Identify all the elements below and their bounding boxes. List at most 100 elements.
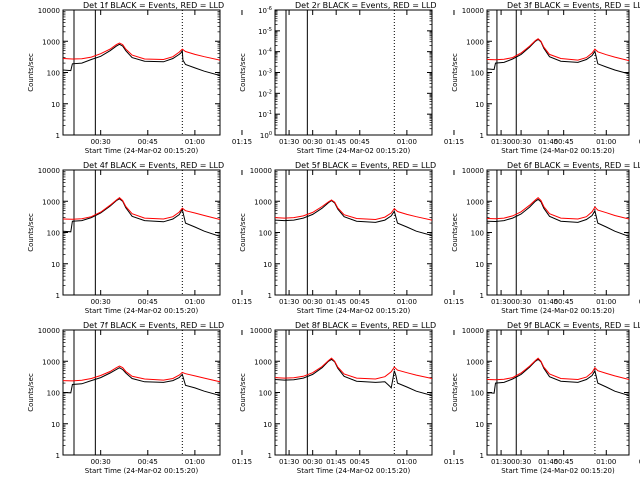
plot-frame — [486, 329, 630, 456]
panel-title: Det 8f BLACK = Events, RED = LLD — [295, 321, 436, 330]
x-tick-label: 00:45 — [138, 458, 158, 466]
x-tick-label: 00:30 — [511, 458, 531, 466]
y-tick-label: 10 — [51, 261, 60, 269]
y-tick-label: 10-2 — [258, 89, 272, 98]
series-line-events — [63, 43, 220, 76]
y-tick-label: 1 — [56, 132, 60, 140]
y-tick-label: 10-5 — [258, 27, 272, 36]
plot-frame — [62, 169, 221, 296]
series-line-events — [275, 199, 432, 236]
y-tick-label: 100 — [471, 230, 484, 238]
y-tick-label: 10 — [475, 101, 484, 109]
x-tick-label: 01:30 — [279, 298, 299, 306]
x-axis-label: Start Time (24-Mar-02 00:15:20) — [85, 467, 199, 475]
y-tick-label: 10-6 — [258, 6, 272, 15]
y-axis-label: Counts/sec — [239, 373, 247, 412]
x-tick-label: 01:00 — [596, 298, 616, 306]
panel-title: Det 3f BLACK = Events, RED = LLD — [507, 1, 640, 10]
y-tick-label: 1000 — [42, 38, 60, 46]
y-tick-label: 10000 — [250, 327, 272, 335]
y-tick-label: 10 — [475, 421, 484, 429]
series-line-lld — [275, 199, 432, 221]
x-tick-label: 01:45 — [326, 138, 346, 146]
panel-det-5: Det 5f BLACK = Events, RED = LLD11010010… — [239, 161, 558, 315]
y-tick-label: 10-4 — [258, 48, 272, 57]
x-tick-label: 01:45 — [326, 298, 346, 306]
y-tick-label: 1000 — [466, 38, 484, 46]
plot-frame — [486, 9, 630, 136]
x-axis-label: Start Time (24-Mar-02 00:15:20) — [501, 307, 615, 315]
x-tick-label: 01:15 — [232, 138, 252, 146]
x-tick-label: 00:30 — [303, 458, 323, 466]
panel-det-4: Det 4f BLACK = Events, RED = LLD11010010… — [27, 161, 346, 315]
y-axis-label: Counts/sec — [27, 213, 35, 252]
y-tick-label: 10000 — [38, 327, 60, 335]
y-tick-label: 10 — [51, 101, 60, 109]
x-tick-label: 01:45 — [538, 458, 558, 466]
x-tick-label: 01:45 — [538, 138, 558, 146]
x-tick-label: 01:15 — [232, 298, 252, 306]
x-tick-label: 01:15 — [639, 458, 640, 466]
y-tick-label: 1000 — [254, 358, 272, 366]
x-tick-label: 00:45 — [350, 138, 370, 146]
y-tick-label: 100 — [471, 70, 484, 78]
x-axis-label: Start Time (24-Mar-02 00:15:20) — [297, 467, 411, 475]
x-axis-label: Start Time (24-Mar-02 00:15:20) — [85, 147, 199, 155]
x-tick-label: 01:15 — [639, 298, 640, 306]
series-line-lld — [487, 38, 629, 62]
panel-det-2: Det 2r BLACK = Events, RED = LLD 100 10-1 1… — [239, 1, 558, 155]
x-tick-label: 00:30 — [91, 138, 111, 146]
x-tick-label: 00:45 — [554, 458, 574, 466]
y-tick-label: 1000 — [466, 358, 484, 366]
x-tick-label: 01:30 — [491, 458, 511, 466]
y-axis-label: Counts/sec — [451, 373, 459, 412]
plot-frame — [62, 9, 221, 136]
x-tick-label: 01:00 — [185, 298, 205, 306]
series-line-events — [487, 38, 629, 75]
panel-det-8: Det 8f BLACK = Events, RED = LLD 1 10 100 10… — [239, 321, 558, 475]
y-tick-label: 100 — [259, 390, 272, 398]
y-tick-label: 10-1 — [258, 110, 272, 119]
panel-det-7: Det 7f BLACK = Events, RED = LLD11010010… — [27, 321, 346, 475]
y-axis-label: Counts/sec — [451, 213, 459, 252]
x-axis-label: Start Time (24-Mar-02 00:15:20) — [501, 147, 615, 155]
series-line-events — [275, 358, 432, 396]
x-axis-label: Start Time (24-Mar-02 00:15:20) — [85, 307, 199, 315]
panel-det-9: Det 9f BLACK = Events, RED = LLD 1 10 100 10… — [451, 321, 640, 475]
series-line-lld — [63, 365, 220, 383]
x-tick-label: 01:30 — [279, 138, 299, 146]
y-axis-label: Counts/sec — [27, 373, 35, 412]
y-axis-label: Counts/sec — [451, 53, 459, 92]
series-line-events — [487, 198, 629, 237]
plot-frame — [486, 169, 630, 296]
y-axis-label: Counts/sec — [239, 213, 247, 252]
x-tick-label: 01:15 — [444, 458, 464, 466]
y-tick-label: 10000 — [38, 7, 60, 15]
x-tick-label: 00:45 — [554, 138, 574, 146]
x-tick-label: 01:15 — [444, 138, 464, 146]
y-tick-label: 1 — [480, 292, 484, 300]
y-tick-label: 10000 — [250, 167, 272, 175]
y-tick-label: 1 — [480, 452, 484, 460]
x-tick-label: 00:45 — [350, 298, 370, 306]
series-line-lld — [63, 197, 220, 220]
panel-title: Det 2r BLACK = Events, RED = LLD — [295, 1, 437, 10]
x-tick-label: 01:30 — [491, 298, 511, 306]
x-tick-label: 01:00 — [397, 298, 417, 306]
x-tick-label: 00:30 — [303, 298, 323, 306]
x-tick-label: 01:15 — [232, 458, 252, 466]
x-tick-label: 00:30 — [303, 138, 323, 146]
panel-det-1: Det 1f BLACK = Events, RED = LLD 1 10 100 10… — [27, 1, 346, 155]
x-tick-label: 00:30 — [91, 458, 111, 466]
series-line-events — [487, 358, 629, 396]
x-tick-label: 01:00 — [185, 458, 205, 466]
y-tick-label: 10000 — [462, 7, 484, 15]
x-tick-label: 01:30 — [279, 458, 299, 466]
plot-frame — [274, 169, 433, 296]
x-tick-label: 00:45 — [554, 298, 574, 306]
panel-det-3: Det 3f BLACK = Events, RED = LLD 1 10 100 10… — [451, 1, 640, 155]
y-tick-label: 10000 — [38, 167, 60, 175]
y-axis-label: Counts/sec — [239, 53, 247, 92]
y-tick-label: 10000 — [462, 167, 484, 175]
x-tick-label: 01:00 — [596, 138, 616, 146]
